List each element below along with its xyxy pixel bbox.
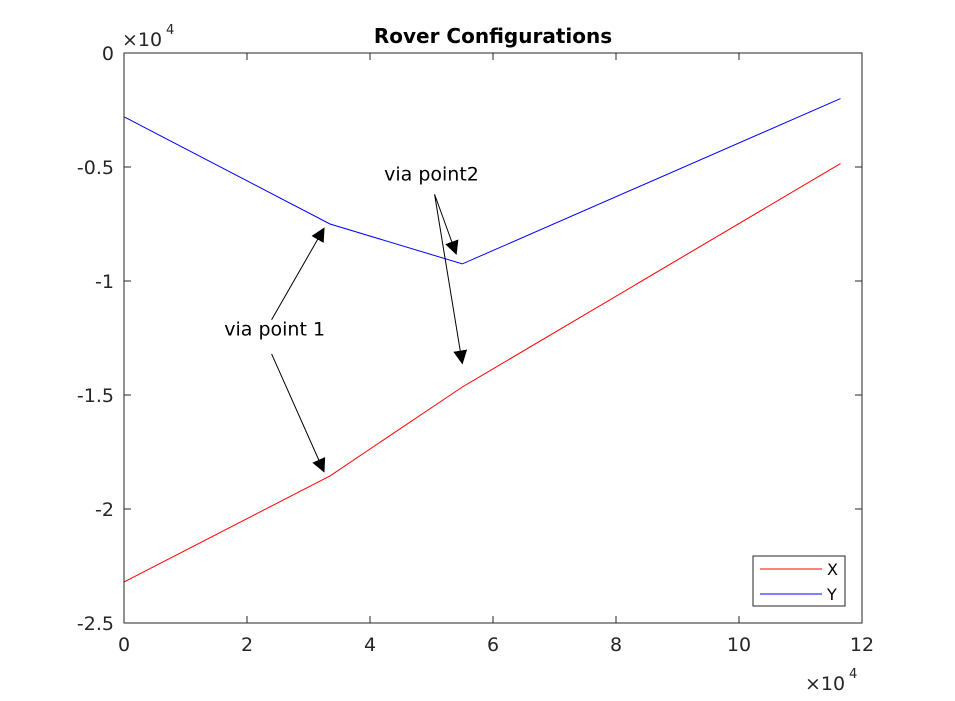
x-tick-label: 8: [610, 634, 622, 656]
annotation-arrow: [434, 194, 468, 365]
y-tick-label: -2.5: [77, 613, 114, 635]
plot-area: [124, 53, 862, 623]
annotation-arrow: [434, 194, 459, 255]
x-tick-label: 12: [850, 634, 874, 656]
x-exponent-power: 4: [849, 667, 857, 682]
x-tick-label: 2: [241, 634, 253, 656]
chart-title: Rover Configurations: [374, 24, 612, 48]
legend-label-y: Y: [826, 585, 837, 604]
legend-label-x: X: [827, 560, 838, 579]
annotation-label: via point2: [384, 164, 479, 186]
y-exponent: ×10 4: [122, 23, 174, 51]
y-tick-label: -1.5: [77, 385, 114, 407]
y-tick-label: -0.5: [77, 157, 114, 179]
x-tick-label: 10: [727, 634, 751, 656]
plot-frame: [123, 52, 863, 624]
x-exponent-base: ×10: [805, 673, 845, 695]
y-tick-label: 0: [102, 43, 114, 65]
x-tick-label: 6: [487, 634, 499, 656]
x-tick-label: 0: [118, 634, 130, 656]
y-tick-label: -1: [95, 271, 114, 293]
x-exponent: ×10 4: [805, 667, 857, 695]
annotation-label: via point 1: [224, 319, 325, 341]
legend: X Y: [752, 555, 846, 607]
annotation-arrow: [271, 227, 325, 321]
y-tick-label: -2: [95, 499, 114, 521]
y-exponent-base: ×10: [122, 29, 162, 51]
y-exponent-power: 4: [166, 23, 174, 38]
series-line-x: [123, 163, 841, 583]
annotation-arrow: [271, 353, 326, 473]
x-tick-label: 4: [364, 634, 376, 656]
series-line-y: [123, 98, 841, 265]
legend-box: [752, 555, 846, 607]
